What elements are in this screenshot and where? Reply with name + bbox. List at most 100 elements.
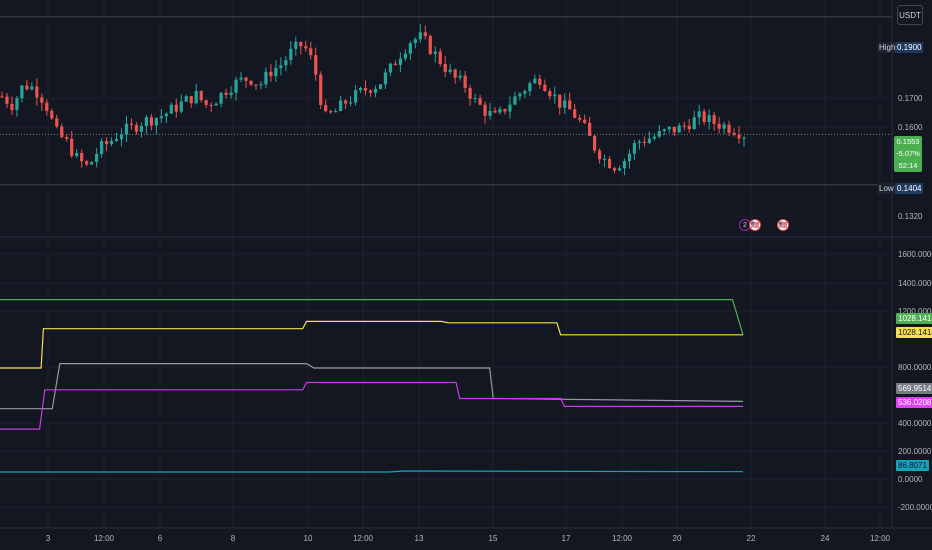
candle-body	[578, 117, 582, 120]
candle-body	[314, 55, 318, 75]
candle-body	[727, 124, 731, 133]
indicator-series-line	[0, 320, 743, 369]
candle-body	[90, 162, 94, 165]
candle-body	[373, 88, 378, 93]
time-label: 22	[746, 534, 756, 543]
candle-body	[319, 74, 323, 105]
candle-body	[413, 39, 417, 44]
indicator-series-line	[0, 299, 744, 335]
candle-body	[583, 119, 587, 123]
candle-body	[55, 118, 59, 127]
candle-body	[184, 96, 188, 102]
candle-body	[134, 125, 139, 132]
candle-body	[737, 134, 741, 139]
candle-body	[632, 143, 637, 154]
gray-series-tag: 569.9514	[896, 383, 932, 394]
candle-body	[194, 90, 198, 104]
candle-body	[712, 115, 716, 124]
candle-body	[533, 78, 537, 84]
candle-body	[548, 91, 552, 97]
candle-body	[443, 63, 447, 72]
candle-body	[453, 69, 457, 78]
candle-body	[204, 100, 208, 105]
us-flag-icon[interactable]: 🇺🇸	[749, 219, 761, 231]
price-change: -5.07%	[896, 149, 920, 158]
candle-body	[732, 132, 736, 135]
candle-body	[652, 136, 656, 139]
indicator-pane[interactable]	[0, 299, 744, 473]
candle-body	[692, 117, 696, 130]
time-label: 13	[414, 534, 424, 543]
us-flag-icon[interactable]: 🇺🇸	[777, 219, 789, 231]
candle-body	[269, 71, 273, 77]
time-label: 12:00	[352, 534, 374, 543]
candle-body	[463, 75, 467, 89]
candle-body	[662, 129, 666, 131]
price-pane[interactable]	[0, 16, 892, 186]
candle-body	[154, 118, 158, 126]
indicator-series-line	[0, 381, 743, 430]
candle-body	[209, 104, 213, 106]
candle-body	[274, 67, 278, 77]
indicator-tick: 1600.0000	[898, 250, 932, 259]
candle-body	[249, 80, 253, 85]
candle-body	[60, 126, 64, 138]
candle-body	[254, 84, 258, 86]
candle-body	[458, 75, 462, 78]
current-price: 0.1553	[896, 137, 920, 146]
candle-body	[309, 48, 313, 56]
indicator-tick: 1400.0000	[898, 279, 932, 288]
candle-body	[473, 98, 477, 100]
candle-body	[139, 125, 144, 132]
candle-body	[329, 111, 333, 113]
candle-body	[528, 83, 532, 92]
candle-body	[234, 79, 238, 93]
candle-body	[722, 124, 726, 129]
candle-body	[144, 117, 149, 126]
time-label: 6	[157, 534, 163, 543]
candle-body	[568, 100, 572, 110]
candle-body	[687, 125, 691, 130]
candle-body	[164, 113, 168, 117]
candle-body	[448, 69, 452, 72]
candle-body	[339, 100, 343, 112]
candle-body	[124, 123, 129, 135]
candle-body	[553, 94, 557, 97]
candle-body	[244, 77, 248, 81]
candle-body	[75, 153, 79, 157]
candle-body	[408, 43, 412, 54]
candle-body	[593, 135, 597, 151]
candle-body	[488, 110, 492, 116]
candle-body	[30, 86, 34, 90]
high-value-tag: 0.1900	[895, 42, 924, 53]
candle-body	[45, 102, 49, 111]
indicator-tick: 200.0000	[898, 447, 932, 456]
candle-body	[388, 63, 393, 73]
candle-body	[702, 111, 706, 122]
candle-body	[0, 96, 4, 98]
indicator-tick: 1200.0000	[898, 307, 932, 316]
candle-body	[503, 109, 507, 112]
candle-body	[65, 137, 69, 139]
candle-body	[508, 104, 512, 112]
candle-body	[403, 53, 407, 59]
candle-body	[637, 141, 642, 144]
candle-body	[428, 36, 432, 55]
candle-body	[10, 103, 14, 111]
candle-body	[344, 100, 348, 104]
current-price-tag: 0.1553 -5.07% 52:14	[894, 136, 922, 172]
candle-body	[647, 138, 651, 144]
candle-body	[438, 51, 442, 64]
candle-body	[677, 125, 681, 133]
price-tick: 0.1600	[898, 123, 923, 132]
candle-body	[363, 88, 368, 91]
candle-body	[478, 98, 482, 105]
currency-button[interactable]: USDT	[897, 5, 923, 25]
low-value-tag: 0.1404	[895, 183, 924, 194]
candle-body	[353, 90, 358, 103]
candle-body	[159, 116, 163, 119]
indicator-tick: 400.0000	[898, 419, 932, 428]
time-label: 10	[303, 534, 313, 543]
time-label: 20	[672, 534, 682, 543]
